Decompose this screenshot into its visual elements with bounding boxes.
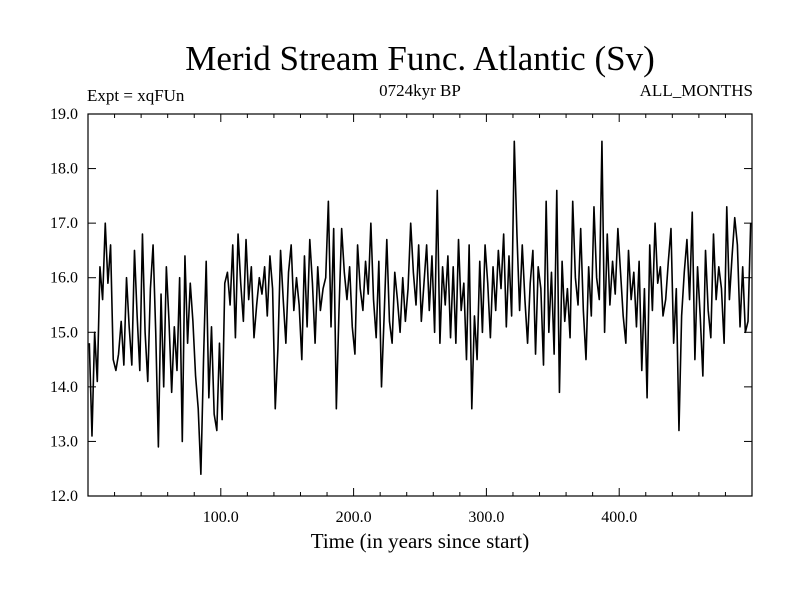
x-tick-label: 200.0: [336, 509, 372, 526]
chart-title: Merid Stream Func. Atlantic (Sv): [185, 39, 655, 78]
y-tick-label: 19.0: [50, 106, 78, 123]
y-tick-label: 16.0: [50, 270, 78, 287]
period-label: 0724kyr BP: [379, 81, 461, 100]
y-tick-label: 18.0: [50, 161, 78, 178]
series-group: [88, 140, 752, 475]
x-tick-label: 300.0: [468, 509, 504, 526]
y-tick-label: 15.0: [50, 324, 78, 341]
ticks: 12.0 13.0 14.0 15.0 16.0 17.0 18.0 19.0 100.0 200…: [50, 106, 752, 526]
y-tick-label: 17.0: [50, 215, 78, 232]
x-axis-label: Time (in years since start): [311, 529, 530, 553]
y-tick-label: 13.0: [50, 433, 78, 450]
y-tick-label: 14.0: [50, 379, 78, 396]
y-tick-label: 12.0: [50, 488, 78, 505]
series-line: [88, 140, 752, 475]
plot-frame: [87, 113, 753, 497]
x-tick-label: 100.0: [203, 509, 239, 526]
months-label: ALL_MONTHS: [640, 81, 753, 100]
x-tick-label: 400.0: [601, 509, 637, 526]
axes: [87, 113, 753, 497]
experiment-label: Expt = xqFUn: [87, 86, 185, 105]
